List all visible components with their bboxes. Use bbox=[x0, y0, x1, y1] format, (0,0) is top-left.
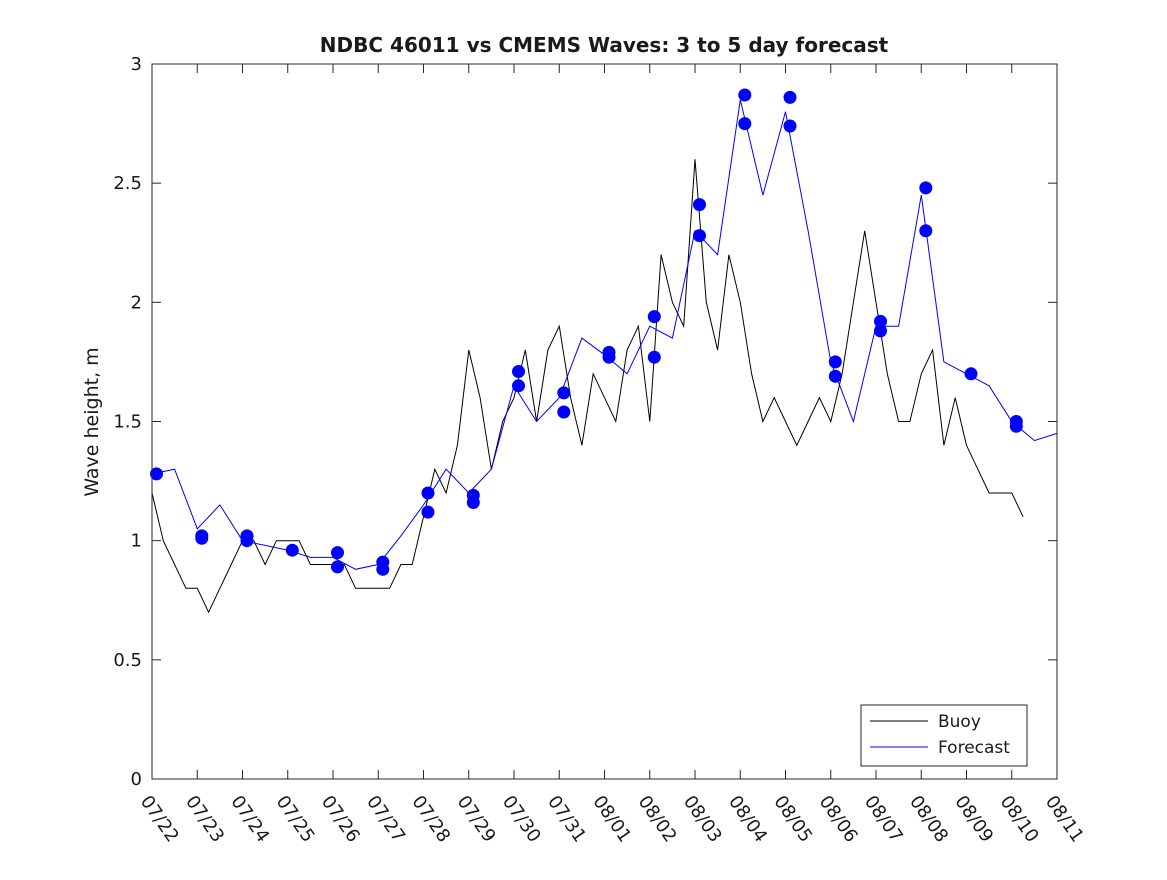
forecast-marker bbox=[240, 534, 254, 548]
forecast-marker bbox=[919, 224, 933, 238]
forecast-marker bbox=[693, 198, 706, 212]
forecast-marker bbox=[376, 562, 390, 576]
forecast-marker bbox=[738, 88, 752, 102]
forecast-marker bbox=[693, 229, 706, 243]
forecast-marker bbox=[783, 90, 797, 104]
forecast-marker bbox=[195, 531, 209, 545]
forecast-marker bbox=[150, 467, 163, 481]
y-tick-label: 0.5 bbox=[113, 650, 142, 671]
chart-title: NDBC 46011 vs CMEMS Waves: 3 to 5 day fo… bbox=[320, 33, 889, 57]
forecast-marker bbox=[874, 324, 887, 338]
forecast-marker bbox=[285, 543, 299, 557]
forecast-marker bbox=[783, 119, 797, 133]
legend-box bbox=[860, 704, 1028, 767]
forecast-marker bbox=[964, 367, 978, 381]
forecast-marker bbox=[512, 379, 525, 393]
y-tick-label: 1.5 bbox=[113, 412, 142, 433]
forecast-marker bbox=[331, 546, 344, 560]
forecast-marker bbox=[738, 117, 752, 131]
forecast-marker bbox=[421, 505, 435, 519]
forecast-marker bbox=[557, 386, 571, 400]
forecast-marker bbox=[647, 350, 661, 364]
y-tick-label: 2.5 bbox=[113, 173, 142, 194]
series-line-buoy bbox=[151, 159, 1024, 614]
forecast-marker bbox=[919, 181, 933, 195]
forecast-marker bbox=[647, 310, 661, 324]
legend: Buoy Forecast bbox=[860, 704, 1028, 767]
legend-buoy-label: Buoy bbox=[938, 712, 981, 732]
forecast-marker bbox=[512, 365, 525, 378]
forecast-marker bbox=[828, 355, 842, 369]
y-tick-label: 2 bbox=[131, 292, 142, 313]
forecast-marker bbox=[602, 350, 616, 364]
y-tick-label: 0 bbox=[131, 769, 142, 790]
forecast-marker bbox=[331, 560, 344, 574]
y-tick-label: 1 bbox=[131, 531, 142, 552]
forecast-marker bbox=[1009, 419, 1023, 433]
forecast-marker bbox=[874, 314, 887, 328]
legend-forecast-label: Forecast bbox=[938, 738, 1010, 758]
y-axis-label: Wave height, m bbox=[81, 347, 103, 496]
y-tick-label: 3 bbox=[131, 54, 142, 75]
forecast-marker bbox=[828, 369, 842, 383]
forecast-marker bbox=[557, 405, 571, 419]
forecast-marker bbox=[466, 496, 480, 509]
forecast-marker bbox=[421, 486, 435, 500]
